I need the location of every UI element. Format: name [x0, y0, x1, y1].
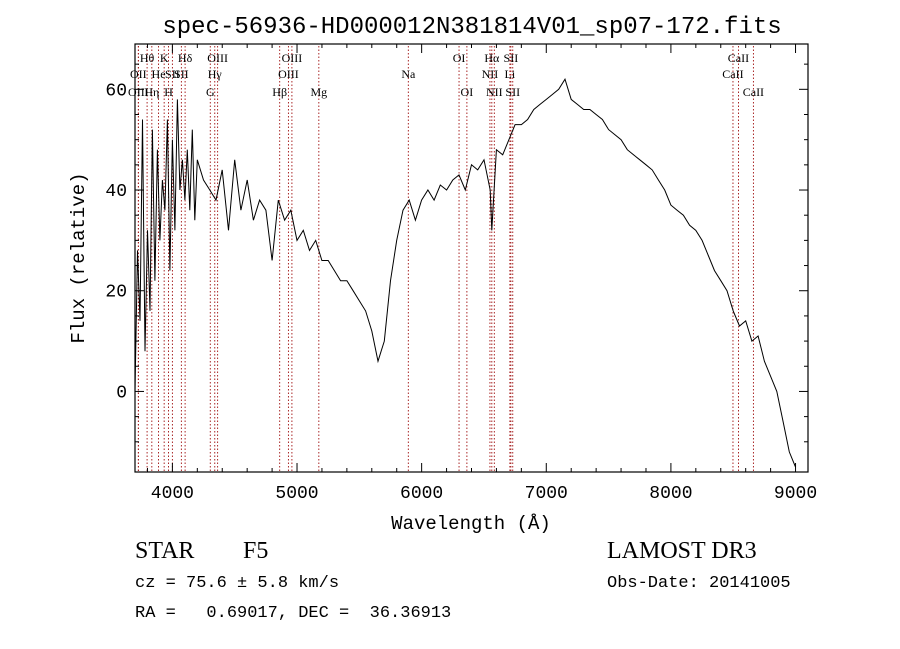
- coordinates: RA = 0.69017, DEC = 36.36913: [135, 604, 452, 623]
- line-label: SII: [165, 67, 180, 81]
- line-label: CaII: [728, 51, 749, 65]
- line-label: Hδ: [178, 51, 193, 65]
- line-markers: [137, 46, 754, 472]
- line-label: H: [164, 85, 173, 99]
- y-tick-label: 0: [116, 383, 127, 403]
- line-label: OII: [130, 67, 147, 81]
- y-axis-label: Flux (relative): [68, 172, 90, 343]
- x-tick-label: 6000: [400, 484, 443, 504]
- y-tick-label: 60: [105, 81, 127, 101]
- line-label: OI: [453, 51, 466, 65]
- y-tick-label: 40: [105, 182, 127, 202]
- object-class: STAR: [135, 538, 195, 564]
- line-label: K: [160, 51, 169, 65]
- spectrum-line: [134, 78, 796, 468]
- line-label: Hθ: [140, 51, 155, 65]
- line-label: SII: [505, 85, 520, 99]
- line-label: OIII: [278, 67, 299, 81]
- line-label: Hη: [144, 85, 159, 99]
- line-label: Na: [401, 67, 416, 81]
- line-label: CaII: [722, 67, 743, 81]
- line-label: OIII: [282, 51, 303, 65]
- line-label: Hα: [484, 51, 500, 65]
- line-label: OIII: [128, 85, 149, 99]
- x-axis-label: Wavelength (Å): [391, 513, 551, 535]
- line-label: G: [206, 85, 215, 99]
- spectral-subclass: F5: [243, 538, 269, 564]
- x-tick-label: 4000: [151, 484, 194, 504]
- redshift-velocity: cz = 75.6 ± 5.8 km/s: [135, 574, 340, 593]
- y-axis: 0 20 40 60: [105, 63, 808, 443]
- observation-date: Obs-Date: 20141005: [607, 574, 791, 593]
- line-label: Hβ: [272, 85, 287, 99]
- line-label: CaII: [743, 85, 764, 99]
- line-label: NII: [486, 85, 503, 99]
- line-label: Li: [505, 67, 516, 81]
- line-label: NII: [482, 67, 499, 81]
- x-axis: 4000 5000 6000 7000 8000 9000: [146, 44, 817, 504]
- line-label: Mg: [310, 85, 327, 99]
- line-label: SII: [504, 51, 519, 65]
- line-label: OI: [461, 85, 474, 99]
- x-tick-label: 5000: [275, 484, 318, 504]
- y-tick-label: 20: [105, 283, 127, 303]
- line-label: Hγ: [208, 67, 223, 81]
- x-tick-label: 9000: [774, 484, 817, 504]
- chart-title: spec-56936-HD000012N381814V01_sp07-172.f…: [162, 14, 781, 41]
- survey-name: LAMOST DR3: [607, 538, 757, 564]
- line-label: He: [152, 67, 166, 81]
- plot-frame: [134, 43, 809, 473]
- line-label: SII: [174, 67, 189, 81]
- line-label: OIII: [207, 51, 228, 65]
- x-tick-label: 8000: [649, 484, 692, 504]
- x-tick-label: 7000: [525, 484, 568, 504]
